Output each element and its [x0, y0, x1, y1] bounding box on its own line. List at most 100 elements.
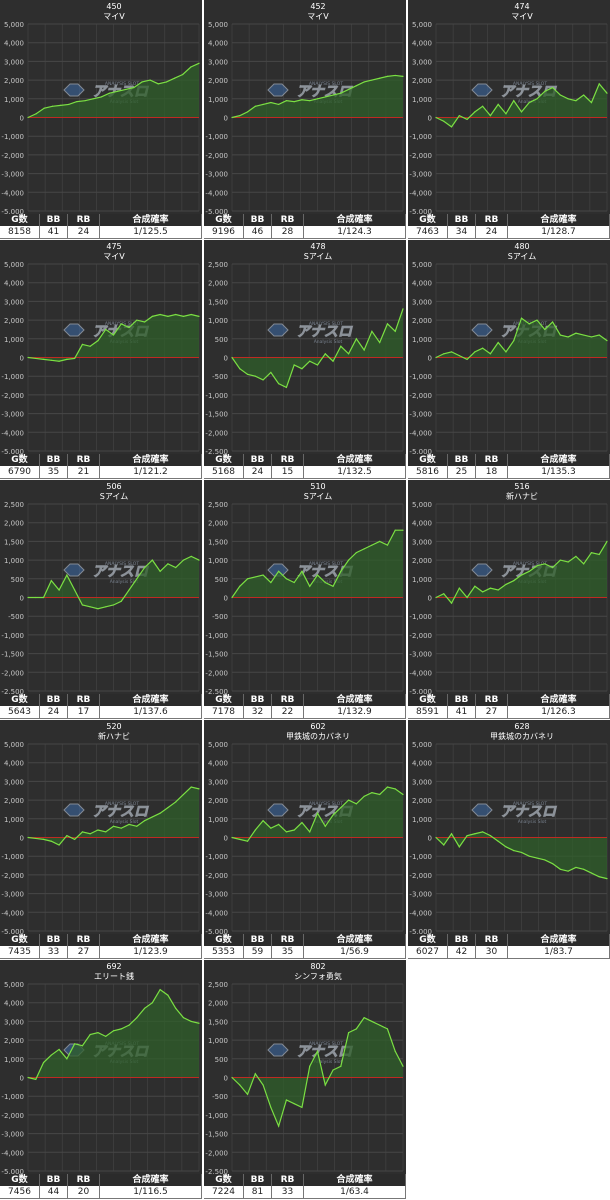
data-point — [293, 364, 295, 366]
y-tick-label: -2,000 — [205, 1149, 228, 1157]
data-point — [278, 570, 280, 572]
data-point — [520, 851, 523, 854]
y-tick-label: 0 — [224, 595, 228, 603]
data-point — [151, 1002, 153, 1004]
data-point — [285, 831, 288, 833]
y-tick-label: 3,000 — [208, 58, 228, 66]
stats-value-g: 8158 — [0, 226, 40, 238]
data-point — [528, 570, 530, 572]
data-point — [513, 580, 515, 582]
machine-model-name: マイV — [511, 12, 533, 21]
data-point — [66, 835, 68, 837]
slump-chart: 5,000 4,000 3,000 2,000 1,000 0 -1,000 -2,000 -3… — [408, 720, 610, 934]
stats-header-bb: BB — [244, 454, 272, 466]
y-tick-label: -1,000 — [205, 853, 228, 861]
data-point — [66, 574, 68, 576]
y-tick-label: 2,500 — [208, 501, 228, 509]
stats-header-rb: RB — [476, 694, 508, 706]
data-point — [371, 79, 373, 81]
slump-chart: 2,500 2,000 1,500 1,000 500 0 -500 -1,000 -1,500… — [0, 480, 202, 694]
data-point — [278, 383, 280, 385]
y-tick-label: 3,000 — [4, 298, 24, 306]
data-point — [340, 806, 342, 809]
stats-value-row: 7463 34 24 1/128.7 — [408, 226, 610, 239]
y-tick-label: 0 — [428, 595, 432, 603]
data-point — [386, 75, 389, 77]
data-point — [583, 94, 585, 96]
y-tick-label: 5,000 — [208, 21, 228, 29]
stats-table: G数 BB RB 合成確率 7456 44 20 1/116.5 — [0, 1174, 202, 1199]
y-tick-label: 4,000 — [208, 760, 228, 768]
slump-chart: 5,000 4,000 3,000 2,000 1,000 0 -1,000 -2,000 -3… — [0, 960, 202, 1174]
data-point — [458, 846, 460, 848]
y-tick-label: 0 — [428, 115, 432, 123]
stats-value-rb: 21 — [68, 466, 100, 478]
data-point — [143, 321, 146, 323]
data-point — [175, 566, 177, 569]
data-point — [363, 81, 365, 83]
data-point — [128, 589, 130, 591]
stats-value-row: 5168 24 15 1/132.5 — [204, 466, 406, 479]
stats-table: G数 BB RB 合成確率 5168 24 15 1/132.5 — [204, 454, 406, 479]
stats-value-bb: 41 — [448, 706, 476, 718]
data-point — [497, 589, 499, 591]
data-point — [293, 829, 295, 831]
data-point — [332, 814, 334, 816]
stats-value-g: 6790 — [0, 466, 40, 478]
stats-header-row: G数 BB RB 合成確率 — [204, 214, 406, 226]
stats-header-g: G数 — [408, 214, 448, 226]
data-point — [254, 829, 256, 831]
y-tick-label: 2,500 — [208, 981, 228, 989]
y-tick-label: 5,000 — [412, 21, 432, 29]
data-point — [133, 86, 135, 89]
data-point — [182, 793, 185, 796]
y-tick-label: 0 — [20, 1075, 24, 1083]
stats-value-rb: 27 — [476, 706, 508, 718]
machine-model-name: 新ハナビ — [98, 731, 130, 741]
data-point — [27, 596, 29, 599]
data-point — [239, 585, 241, 587]
data-point — [394, 1050, 396, 1052]
watermark-top-text: ANALYSIS SLOT — [105, 561, 139, 567]
data-point — [489, 353, 492, 355]
machine-panel: 5,000 4,000 3,000 2,000 1,000 0 -1,000 -2,000 -3… — [408, 720, 610, 959]
data-point — [355, 85, 357, 87]
data-point — [27, 116, 29, 119]
machine-model-name: 新ハナビ — [506, 491, 538, 501]
y-tick-label: 4,000 — [412, 40, 432, 48]
data-point — [120, 600, 122, 602]
data-point — [379, 1024, 381, 1026]
y-tick-label: -500 — [212, 373, 228, 381]
data-point — [544, 859, 546, 861]
data-point — [100, 96, 102, 98]
y-tick-label: -5,000 — [409, 208, 432, 214]
data-point — [567, 561, 569, 563]
data-point — [231, 596, 233, 599]
y-tick-label: 1,500 — [208, 298, 228, 306]
stats-value-row: 5643 24 17 1/137.6 — [0, 706, 202, 719]
stats-value-bb: 41 — [40, 226, 68, 238]
data-point — [35, 357, 37, 360]
data-point — [394, 529, 396, 531]
y-tick-label: -4,000 — [409, 189, 432, 197]
stats-header-rb: RB — [272, 694, 304, 706]
watermark-main-text: アナスロ — [296, 1044, 353, 1060]
data-point — [379, 540, 381, 542]
y-tick-label: 1,500 — [208, 538, 228, 546]
data-point — [270, 1106, 272, 1109]
data-point — [27, 836, 29, 839]
data-point — [394, 74, 396, 77]
data-point — [309, 100, 311, 102]
stats-header-g: G数 — [0, 454, 40, 466]
data-point — [141, 81, 143, 83]
data-point — [340, 1065, 342, 1067]
stats-header-bb: BB — [40, 934, 68, 946]
machine-model-name: Sアイム — [100, 492, 129, 501]
stats-value-rate: 1/132.9 — [304, 706, 406, 718]
stats-header-rate: 合成確率 — [100, 1174, 202, 1186]
stats-value-row: 6027 42 30 1/83.7 — [408, 946, 610, 959]
data-point — [402, 75, 404, 77]
watermark-sub-text: Analysis Slot — [110, 579, 139, 585]
